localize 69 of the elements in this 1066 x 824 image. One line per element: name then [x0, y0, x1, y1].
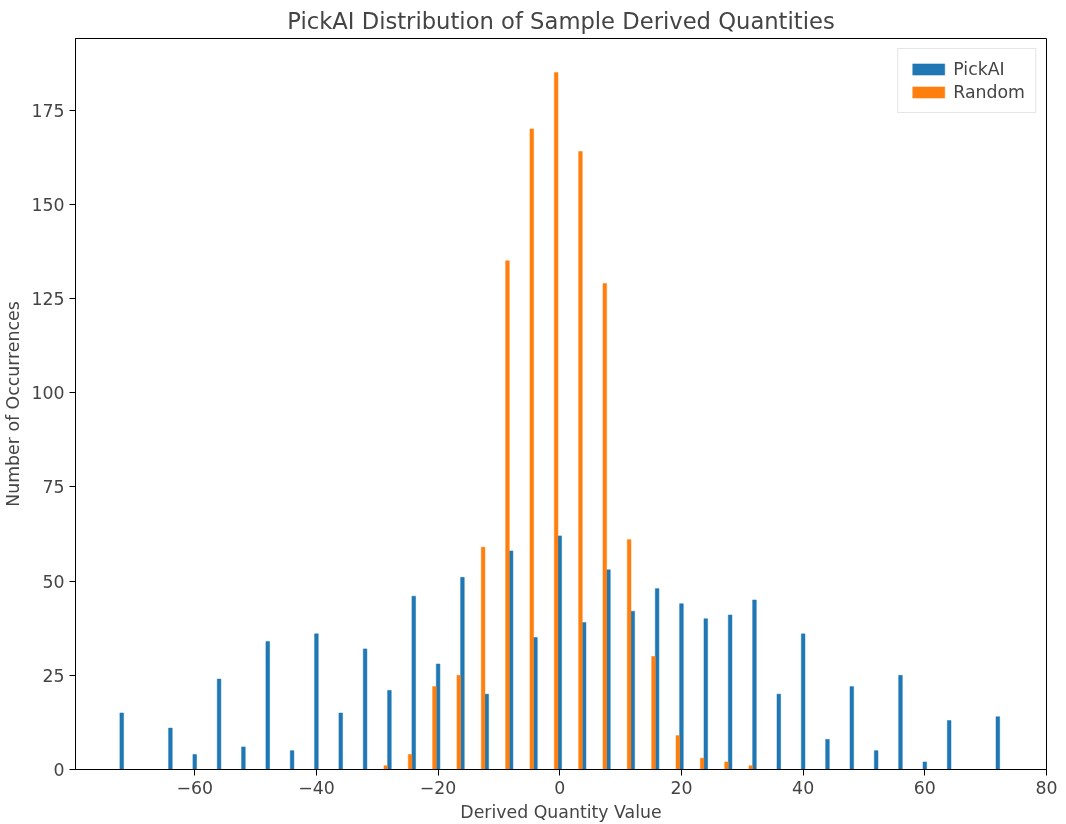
- x-tick-label: 40: [792, 777, 815, 798]
- bar: [728, 614, 733, 770]
- bar: [217, 678, 222, 770]
- bar: [801, 633, 806, 770]
- bar: [675, 735, 680, 770]
- y-tick-label: 0: [53, 760, 65, 780]
- bar: [290, 750, 295, 770]
- legend-label: Random: [953, 82, 1025, 102]
- y-axis-title: Number of Occurrences: [3, 301, 24, 507]
- x-axis-title: Derived Quantity Value: [460, 801, 662, 822]
- x-tick-label: −40: [298, 777, 335, 798]
- x-tick-label: 80: [1035, 777, 1058, 798]
- bar: [168, 727, 173, 770]
- bar: [383, 765, 388, 770]
- x-tick-label: 20: [670, 777, 693, 798]
- bar: [456, 675, 461, 770]
- bar: [529, 128, 534, 770]
- x-tick-label: −60: [176, 777, 214, 798]
- bar: [460, 577, 465, 770]
- bar: [655, 588, 660, 770]
- legend-label: PickAI: [953, 59, 1005, 79]
- y-tick-label: 125: [31, 288, 65, 309]
- chart-title: PickAI Distribution of Sample Derived Quantities: [287, 7, 835, 34]
- y-tick-label: 150: [31, 194, 65, 215]
- bar: [192, 754, 197, 770]
- bar: [505, 260, 510, 770]
- bar: [481, 546, 486, 770]
- bar: [748, 765, 753, 770]
- y-tick-label: 100: [31, 383, 65, 404]
- bar: [947, 720, 952, 770]
- bar: [752, 599, 757, 770]
- bar: [776, 693, 781, 770]
- bar: [606, 569, 611, 770]
- bar: [533, 637, 538, 770]
- bar: [241, 746, 246, 770]
- y-tick-label: 175: [31, 100, 65, 121]
- bar: [825, 739, 830, 770]
- bar: [578, 151, 583, 770]
- bar: [700, 757, 705, 770]
- x-tick-label: −20: [419, 777, 457, 798]
- bar: [509, 550, 514, 770]
- bar: [703, 618, 708, 770]
- y-tick-label: 75: [42, 477, 65, 498]
- bar: [602, 283, 607, 770]
- bar: [411, 595, 416, 770]
- bar: [408, 754, 413, 770]
- y-tick-label: 25: [42, 665, 65, 686]
- bar: [582, 622, 587, 770]
- bar: [432, 686, 437, 770]
- bar: [338, 712, 343, 770]
- x-tick-label: 0: [554, 777, 566, 798]
- bar: [898, 675, 903, 770]
- bar: [922, 761, 927, 770]
- bar: [119, 712, 124, 770]
- bar: [627, 539, 632, 770]
- bar: [314, 633, 319, 770]
- bar: [724, 761, 729, 770]
- bar: [363, 648, 368, 770]
- y-tick-label: 50: [42, 571, 65, 592]
- bar: [874, 750, 879, 770]
- x-tick-label: 60: [913, 777, 936, 798]
- bar: [849, 686, 854, 770]
- bar: [679, 603, 684, 770]
- bar: [387, 690, 392, 770]
- bar: [995, 716, 1000, 770]
- bar: [265, 641, 270, 770]
- bar: [554, 72, 559, 770]
- bar: [436, 663, 441, 770]
- bar: [651, 656, 656, 770]
